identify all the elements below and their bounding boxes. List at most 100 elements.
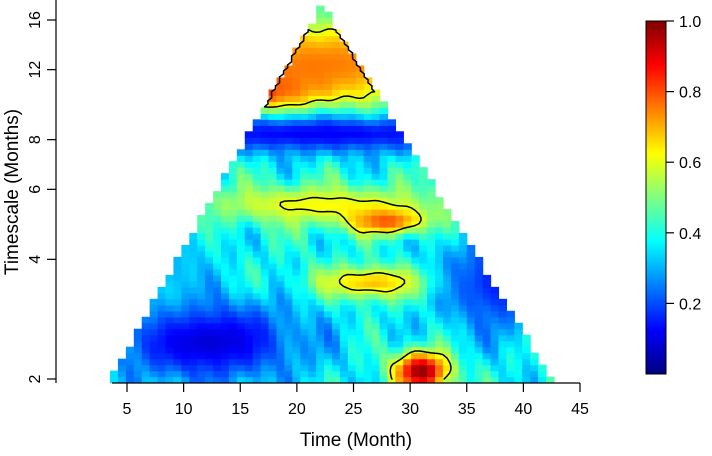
heatmap-cell xyxy=(316,137,325,144)
heatmap-cell xyxy=(324,203,333,210)
heatmap-cell xyxy=(347,304,357,312)
heatmap-cell xyxy=(260,197,270,204)
heatmap-cell xyxy=(276,215,286,222)
heatmap-cell xyxy=(474,286,484,294)
heatmap-cell xyxy=(205,250,214,258)
heatmap-cell xyxy=(371,358,381,366)
heatmap-cell xyxy=(347,334,357,342)
heatmap-cell xyxy=(331,328,341,336)
heatmap-cell xyxy=(371,352,381,360)
heatmap-cell xyxy=(347,358,357,366)
heatmap-cell xyxy=(331,167,341,174)
heatmap-cell xyxy=(260,149,270,156)
heatmap-cell xyxy=(363,137,373,144)
heatmap-cell xyxy=(213,298,222,306)
heatmap-cell xyxy=(450,244,460,252)
heatmap-cell xyxy=(308,143,317,150)
heatmap-cell xyxy=(355,101,365,108)
heatmap-cell xyxy=(355,113,365,120)
heatmap-cell xyxy=(371,119,381,126)
heatmap-cell xyxy=(419,322,428,330)
heatmap-cell xyxy=(435,358,444,366)
heatmap-cell xyxy=(450,322,460,330)
heatmap-cell xyxy=(466,292,476,300)
heatmap-cell xyxy=(371,173,381,180)
heatmap-cell xyxy=(292,221,301,228)
heatmap-cell xyxy=(458,328,468,336)
heatmap-cell xyxy=(442,268,452,276)
heatmap-cell xyxy=(371,125,381,132)
heatmap-cell xyxy=(435,197,444,204)
heatmap-cell xyxy=(300,197,309,204)
heatmap-cell xyxy=(292,370,301,378)
heatmap-cell xyxy=(157,352,167,360)
heatmap-cell xyxy=(189,233,198,240)
heatmap-cell xyxy=(450,256,460,264)
heatmap-cell xyxy=(244,161,254,168)
heatmap-cell xyxy=(213,221,222,228)
heatmap-cell xyxy=(284,292,293,300)
heatmap-cell xyxy=(292,173,301,180)
heatmap-cell xyxy=(300,113,309,120)
heatmap-cell xyxy=(308,161,317,168)
heatmap-cell xyxy=(403,215,412,222)
heatmap-cell xyxy=(498,340,507,348)
heatmap-cell xyxy=(387,376,396,384)
heatmap-cell xyxy=(197,328,206,336)
heatmap-cell xyxy=(260,233,270,240)
heatmap-cell xyxy=(260,268,270,276)
heatmap-cell xyxy=(300,346,309,354)
heatmap-cell xyxy=(403,316,412,324)
heatmap-cell xyxy=(387,268,396,276)
heatmap-cell xyxy=(292,179,301,186)
heatmap-cell xyxy=(331,376,341,384)
heatmap-cell xyxy=(141,364,151,372)
heatmap-cell xyxy=(292,107,301,114)
heatmap-cell xyxy=(355,209,365,216)
heatmap-cell xyxy=(482,370,492,378)
heatmap-cell xyxy=(363,203,373,210)
heatmap-cell xyxy=(339,304,349,312)
heatmap-cell xyxy=(347,370,357,378)
heatmap-cell xyxy=(300,107,309,114)
heatmap-cell xyxy=(435,304,444,312)
heatmap-cell xyxy=(347,77,357,85)
heatmap-cell xyxy=(141,316,151,324)
heatmap-cell xyxy=(339,203,349,210)
heatmap-cell xyxy=(355,179,365,186)
heatmap-cell xyxy=(450,227,460,234)
heatmap-cell xyxy=(379,143,389,150)
heatmap-cell xyxy=(355,107,365,114)
heatmap-cell xyxy=(395,298,404,306)
heatmap-cell xyxy=(228,340,238,348)
heatmap-cell xyxy=(331,364,341,372)
heatmap-cell xyxy=(125,352,135,360)
heatmap-cell xyxy=(331,119,341,126)
heatmap-cell xyxy=(308,119,317,126)
heatmap-cell xyxy=(339,292,349,300)
heatmap-cell xyxy=(490,292,500,300)
heatmap-cell xyxy=(474,304,484,312)
heatmap-cell xyxy=(474,364,484,372)
heatmap-cell xyxy=(276,149,286,156)
heatmap-cell xyxy=(419,244,428,252)
heatmap-cell xyxy=(276,113,286,120)
heatmap-cell xyxy=(133,352,143,360)
heatmap-cell xyxy=(490,358,500,366)
heatmap-cell xyxy=(379,346,389,354)
heatmap-cell xyxy=(339,41,349,49)
heatmap-cell xyxy=(157,334,167,342)
heatmap-cell xyxy=(284,113,293,120)
heatmap-cell xyxy=(347,376,357,384)
heatmap-cell xyxy=(347,71,357,79)
heatmap-cell xyxy=(498,370,507,378)
heatmap-cell xyxy=(355,143,365,150)
heatmap-cell xyxy=(316,35,325,43)
heatmap-cell xyxy=(165,328,175,336)
heatmap-cell xyxy=(411,292,420,300)
heatmap-cell xyxy=(331,346,341,354)
heatmap-cell xyxy=(276,364,286,372)
heatmap-cell xyxy=(371,221,381,228)
heatmap-cell xyxy=(284,238,293,246)
heatmap-cell xyxy=(419,352,428,360)
